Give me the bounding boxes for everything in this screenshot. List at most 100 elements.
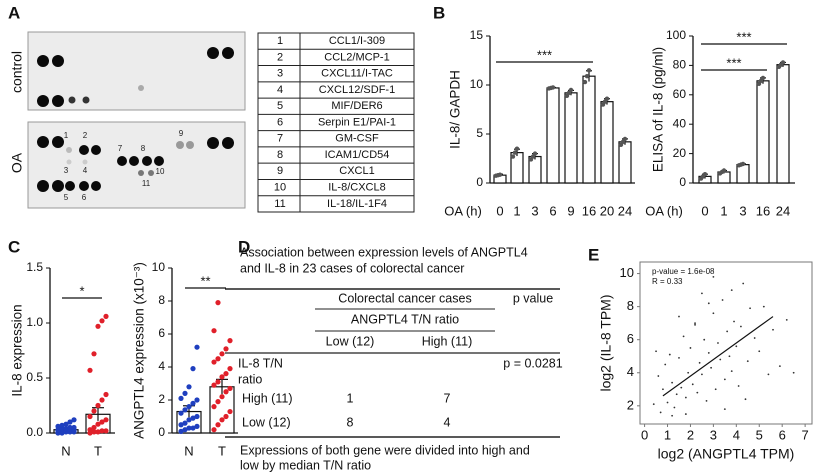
table-rules — [225, 288, 560, 438]
data-point — [702, 171, 708, 177]
data-point — [178, 428, 184, 434]
p-value: p = 0.0281 — [503, 356, 562, 370]
data-point — [182, 407, 188, 413]
data-point — [194, 423, 200, 429]
x-tick-label: T — [218, 443, 226, 458]
row-group: IL-8 T/N — [238, 356, 283, 370]
y-tick-label: 1.5 — [26, 260, 43, 274]
data-point — [719, 358, 722, 361]
data-point — [71, 417, 77, 423]
spot-label: 2 — [83, 131, 88, 140]
data-point — [687, 371, 690, 374]
data-point — [689, 347, 692, 349]
data-point — [103, 391, 109, 398]
table-header: p value — [513, 291, 553, 305]
significance: * — [79, 283, 84, 298]
table-header: Low (12) — [326, 334, 375, 348]
data-point — [710, 366, 712, 369]
data-point — [691, 383, 694, 386]
x-tick-label: 5 — [756, 427, 763, 442]
data-point — [182, 420, 188, 426]
data-point — [671, 414, 674, 417]
table-cell: 8 — [347, 415, 354, 429]
data-point — [721, 299, 724, 301]
data-point — [215, 300, 221, 306]
y-tick-label: 6 — [158, 326, 165, 340]
data-point — [666, 401, 669, 404]
significance: ** — [200, 273, 210, 288]
data-point — [746, 360, 749, 363]
footnote: low by median T/N ratio — [240, 458, 371, 472]
data-point — [91, 408, 97, 414]
data-point — [721, 168, 727, 173]
data-point — [55, 423, 61, 429]
bar — [600, 101, 614, 184]
x-tick-label: 3 — [531, 203, 538, 218]
data-point — [733, 320, 735, 323]
x-tick-label: 0 — [496, 203, 503, 218]
data-point — [186, 384, 192, 390]
data-point — [664, 363, 667, 366]
table-cell: 11 — [274, 198, 285, 210]
data-point — [586, 68, 592, 73]
spot-label: 3 — [64, 166, 69, 175]
y-tick-label: 0 — [476, 175, 483, 189]
data-point — [190, 400, 196, 406]
y-tick-label: 6 — [627, 331, 634, 346]
table-cell: CXCL1 — [339, 165, 374, 177]
data-point — [178, 410, 184, 416]
data-point — [712, 312, 715, 315]
data-point — [780, 60, 786, 65]
annotation: p-value = 1.6e-08 — [652, 267, 715, 276]
data-point — [219, 417, 225, 423]
table-cell: 10 — [274, 181, 286, 193]
table-cell: MIF/DER6 — [331, 100, 382, 112]
data-point — [95, 402, 101, 409]
table-cell: CCL2/MCP-1 — [324, 51, 389, 63]
x-tick-label: T — [94, 443, 102, 458]
table-header: High (11) — [422, 334, 472, 348]
table-cell: 9 — [277, 165, 283, 177]
data-point — [103, 428, 109, 434]
data-point — [182, 390, 188, 396]
data-point — [186, 417, 192, 423]
y-tick-label: 10 — [470, 77, 484, 91]
table-cell: IL-8/CXCL8 — [328, 181, 385, 193]
data-point — [726, 330, 729, 333]
data-point — [728, 355, 731, 358]
data-point — [694, 323, 696, 326]
data-point — [657, 375, 660, 377]
data-point — [655, 350, 657, 353]
data-point — [99, 419, 105, 425]
table-cell: CCL1/I-309 — [329, 35, 385, 47]
x-tick-label: 2 — [687, 427, 694, 442]
x-axis-label: log2 (ANGPTL4 TPM) — [658, 446, 795, 462]
bar — [582, 75, 596, 184]
spot-label: 9 — [179, 129, 184, 138]
bar — [776, 64, 790, 184]
x-tick-label: 1 — [720, 203, 727, 218]
row-label: OA — [9, 152, 25, 173]
data-point — [694, 322, 696, 325]
data-point — [87, 427, 93, 433]
y-tick-label: 15 — [470, 28, 484, 42]
y-tick-label: 5 — [476, 126, 483, 140]
data-point — [194, 344, 200, 350]
data-point — [705, 399, 708, 402]
panel-label: E — [588, 245, 599, 264]
data-point — [211, 359, 217, 365]
data-point — [671, 381, 674, 384]
data-point — [678, 315, 680, 318]
y-axis-label: IL-8 expression — [10, 304, 25, 396]
bar — [756, 80, 770, 184]
significance: *** — [736, 29, 751, 44]
y-tick-label: 0.5 — [26, 370, 43, 384]
data-point — [652, 403, 655, 406]
panel-label: C — [8, 237, 20, 256]
data-point — [223, 346, 229, 352]
membrane — [27, 31, 246, 111]
row-group: ratio — [238, 372, 262, 386]
data-point — [87, 413, 93, 420]
data-point — [730, 289, 733, 292]
